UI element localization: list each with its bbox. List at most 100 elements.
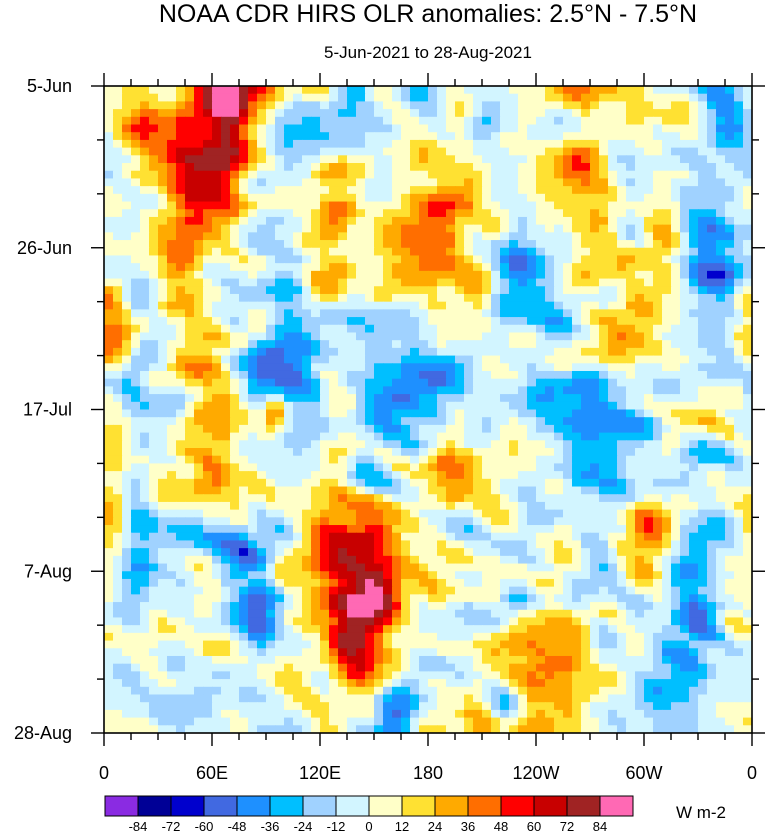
heatmap-cell	[491, 278, 501, 287]
heatmap-cell	[671, 347, 681, 357]
heatmap-cell	[320, 394, 330, 403]
heatmap-cell	[329, 586, 339, 595]
heatmap-cell	[131, 240, 141, 249]
heatmap-cell	[527, 594, 537, 603]
heatmap-cell	[311, 332, 321, 341]
heatmap-cell	[392, 124, 402, 133]
heatmap-cell	[320, 317, 330, 326]
heatmap-cell	[608, 486, 618, 495]
heatmap-cell	[698, 609, 708, 619]
heatmap-cell	[383, 109, 393, 118]
heatmap-cell	[554, 355, 564, 364]
heatmap-cell	[158, 209, 168, 218]
heatmap-cell	[536, 578, 546, 588]
heatmap-cell	[311, 455, 321, 465]
heatmap-cell	[239, 309, 249, 318]
heatmap-cell	[455, 555, 465, 565]
heatmap-cell	[689, 124, 699, 133]
heatmap-cell	[581, 586, 591, 595]
heatmap-cell	[131, 448, 141, 457]
heatmap-cell	[293, 617, 303, 626]
heatmap-cell	[347, 602, 357, 611]
heatmap-cell	[347, 378, 357, 387]
heatmap-cell	[743, 109, 752, 118]
heatmap-cell	[509, 578, 519, 588]
heatmap-cell	[446, 324, 456, 334]
heatmap-cell	[689, 478, 699, 488]
heatmap-cell	[707, 432, 717, 441]
heatmap-cell	[653, 332, 663, 341]
heatmap-cell	[626, 501, 636, 511]
heatmap-cell	[743, 286, 752, 295]
heatmap-cell	[230, 455, 240, 465]
heatmap-cell	[464, 409, 474, 418]
heatmap-cell	[662, 517, 672, 526]
heatmap-cell	[275, 501, 285, 511]
heatmap-cell	[419, 278, 429, 287]
heatmap-cell	[545, 155, 555, 164]
heatmap-cell	[212, 170, 222, 180]
heatmap-cell	[635, 209, 645, 218]
heatmap-cell	[653, 255, 663, 264]
heatmap-cell	[374, 586, 384, 595]
heatmap-cell	[581, 109, 591, 118]
heatmap-cell	[671, 532, 681, 542]
heatmap-cell	[689, 417, 699, 426]
heatmap-cell	[572, 455, 582, 465]
heatmap-cell	[617, 124, 627, 133]
heatmap-cell	[140, 324, 150, 334]
heatmap-cell	[311, 417, 321, 426]
heatmap-cell	[311, 139, 321, 149]
heatmap-cell	[176, 247, 186, 257]
heatmap-cell	[554, 155, 564, 164]
heatmap-cell	[671, 93, 681, 102]
heatmap-cell	[113, 232, 123, 241]
heatmap-cell	[356, 155, 366, 164]
heatmap-cell	[203, 424, 213, 434]
heatmap-cell	[374, 317, 384, 326]
heatmap-cell	[698, 563, 708, 572]
heatmap-cell	[302, 609, 312, 619]
heatmap-cell	[257, 116, 267, 126]
heatmap-cell	[473, 394, 483, 403]
heatmap-cell	[401, 378, 411, 387]
heatmap-cell	[275, 301, 285, 310]
heatmap-cell	[356, 255, 366, 264]
heatmap-cell	[356, 132, 366, 141]
heatmap-cell	[473, 563, 483, 572]
heatmap-cell	[149, 394, 159, 403]
heatmap-cell	[284, 170, 294, 180]
heatmap-cell	[464, 478, 474, 488]
heatmap-cell	[176, 263, 186, 272]
heatmap-cell	[509, 563, 519, 572]
heatmap-cell	[167, 232, 177, 241]
heatmap-cell	[680, 347, 690, 357]
heatmap-cell	[419, 478, 429, 488]
heatmap-cell	[635, 563, 645, 572]
chart-title: NOAA CDR HIRS OLR anomalies: 2.5°N - 7.5…	[159, 0, 697, 28]
heatmap-cell	[581, 478, 591, 488]
heatmap-cell	[113, 155, 123, 164]
heatmap-cell	[257, 124, 267, 133]
heatmap-cell	[221, 525, 231, 534]
heatmap-cell	[581, 486, 591, 495]
heatmap-cell	[455, 232, 465, 241]
heatmap-cell	[644, 540, 654, 549]
heatmap-cell	[590, 432, 600, 441]
heatmap-cell	[428, 155, 438, 164]
heatmap-cell	[581, 494, 591, 503]
heatmap-cell	[482, 486, 492, 495]
heatmap-cell	[212, 386, 222, 395]
heatmap-cell	[617, 578, 627, 588]
heatmap-cell	[554, 609, 564, 619]
heatmap-cell	[617, 594, 627, 603]
heatmap-cell	[689, 440, 699, 449]
heatmap-cell	[545, 401, 555, 411]
heatmap-cell	[374, 386, 384, 395]
heatmap-cell	[563, 301, 573, 310]
heatmap-cell	[248, 448, 258, 457]
heatmap-cell	[320, 494, 330, 503]
heatmap-cell	[545, 139, 555, 149]
heatmap-cell	[509, 132, 519, 141]
heatmap-cell	[140, 186, 150, 195]
